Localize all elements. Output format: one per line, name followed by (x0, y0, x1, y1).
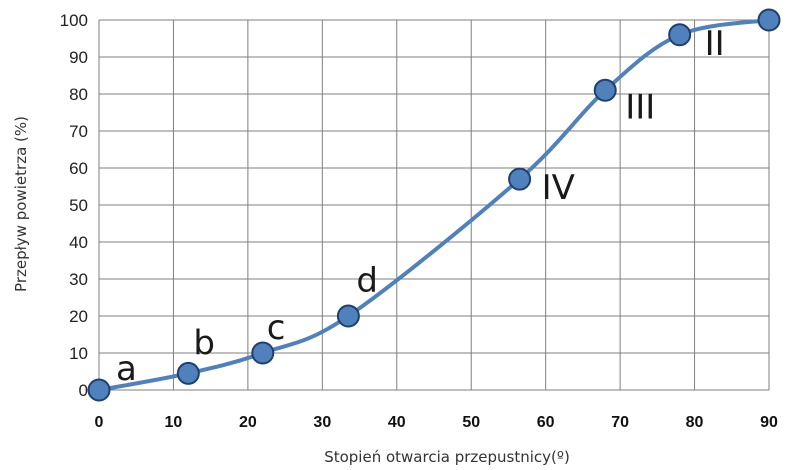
x-tick-label: 30 (313, 414, 331, 431)
data-point (593, 78, 617, 102)
point-label: IV (542, 168, 575, 208)
data-point (87, 378, 111, 402)
x-tick-label: 40 (388, 414, 406, 431)
x-tick-label: 50 (462, 414, 480, 431)
y-tick-label: 30 (69, 270, 88, 289)
data-point (508, 167, 532, 191)
grid (98, 19, 770, 391)
y-tick-label: 70 (69, 122, 88, 141)
point-label: II (705, 24, 725, 64)
point-label: c (267, 308, 286, 348)
data-point (176, 361, 200, 385)
series (97, 18, 771, 392)
point-label: III (625, 87, 655, 127)
y-tick-label: 80 (69, 85, 88, 104)
point-label: d (356, 261, 378, 301)
x-axis-label: Stopień otwarcia przepustnicy(º) (324, 448, 570, 466)
data-point (757, 8, 781, 32)
y-tick-label: 0 (79, 381, 88, 400)
y-tick-label: 100 (60, 11, 88, 30)
series-line (97, 18, 771, 392)
x-tick-label: 80 (686, 414, 704, 431)
x-tick-label: 60 (537, 414, 555, 431)
point-label: b (193, 323, 215, 363)
data-point (251, 341, 275, 365)
y-tick-label: 50 (69, 196, 88, 215)
x-tick-label: 10 (165, 414, 183, 431)
data-point (336, 304, 360, 328)
x-tick-label: 90 (760, 414, 778, 431)
x-tick-label: 20 (239, 414, 257, 431)
markers (87, 8, 781, 402)
y-tick-label: 40 (69, 233, 88, 252)
y-tick-label: 90 (69, 48, 88, 67)
x-tick-labels: 0 10 20 30 40 50 60 70 80 90 (95, 414, 778, 431)
y-tick-labels: 0 10 20 30 40 50 60 70 80 90 100 (60, 11, 88, 400)
point-label: a (116, 349, 137, 389)
x-tick-label: 70 (611, 414, 629, 431)
y-axis-label: Przepływ powietrza (%) (12, 116, 30, 292)
y-tick-label: 60 (69, 159, 88, 178)
x-tick-label: 0 (95, 414, 104, 431)
y-tick-label: 20 (69, 307, 88, 326)
data-point (668, 23, 692, 47)
y-tick-label: 10 (69, 344, 88, 363)
